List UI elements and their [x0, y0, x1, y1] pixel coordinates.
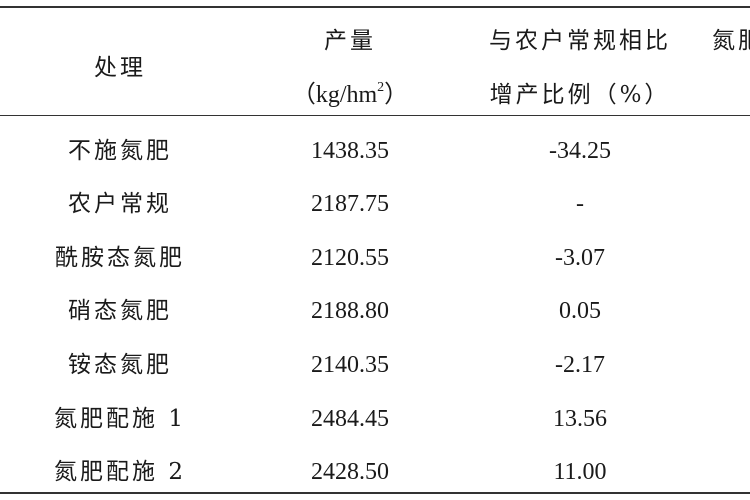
row-treatment: 农户常规 [68, 191, 172, 217]
row-yield: 1438.35 [311, 138, 389, 164]
row-yield: 2120.55 [311, 245, 389, 271]
header-yield: 产量 [324, 28, 376, 54]
row-ratio: -2.17 [555, 352, 605, 378]
row-yield: 2187.75 [311, 191, 389, 217]
header-extra-partial: 氮肥 [712, 28, 750, 54]
row-treatment: 酰胺态氮肥 [55, 245, 185, 271]
header-treatment: 处理 [94, 55, 146, 81]
row-ratio: - [576, 191, 584, 217]
header-yield-unit: （kg/hm2） [255, 80, 445, 110]
row-treatment: 不施氮肥 [68, 138, 172, 164]
row-treatment: 铵态氮肥 [68, 352, 172, 378]
row-ratio: -3.07 [555, 245, 605, 271]
row-yield: 2140.35 [311, 352, 389, 378]
table-bottom-rule [0, 492, 750, 494]
row-yield: 2484.45 [311, 406, 389, 432]
row-ratio: 11.00 [553, 459, 607, 485]
table-top-rule [0, 6, 750, 8]
header-ratio: 与农户常规相比 [489, 28, 671, 54]
header-ratio-line2: 增产比例（%） [489, 82, 671, 108]
header-yield-unit-post: ） [384, 82, 409, 108]
header-yield-unit-sup: 2 [377, 80, 385, 95]
row-ratio: -34.25 [549, 138, 611, 164]
row-treatment: 硝态氮肥 [68, 298, 172, 324]
header-yield-unit-pre: （kg/hm [291, 82, 378, 108]
table-header-rule [0, 115, 750, 116]
row-treatment: 氮肥配施 2 [54, 459, 186, 485]
row-ratio: 13.56 [553, 406, 607, 432]
row-yield: 2188.80 [311, 298, 389, 324]
row-ratio: 0.05 [559, 298, 601, 324]
row-treatment: 氮肥配施 1 [54, 406, 186, 432]
row-yield: 2428.50 [311, 459, 389, 485]
